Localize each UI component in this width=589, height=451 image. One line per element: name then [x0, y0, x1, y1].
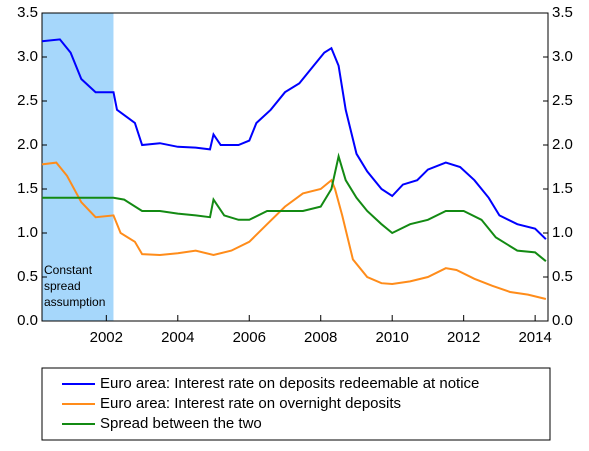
y2-tick-label: 3.0	[552, 48, 573, 65]
y-tick-label: 2.0	[17, 136, 38, 153]
y-tick-label: 3.0	[17, 48, 38, 65]
x-tick-label: 2012	[447, 329, 480, 346]
legend-box	[41, 367, 551, 441]
y2-tick-label: 3.5	[552, 4, 573, 21]
y-tick-label: 0.5	[17, 268, 38, 285]
legend-label: Euro area: Interest rate on deposits red…	[100, 375, 479, 392]
y2-tick-label: 1.0	[552, 224, 573, 241]
y2-tick-label: 0.0	[552, 312, 573, 329]
line-series	[41, 38, 547, 240]
y2-tick-label: 1.5	[552, 180, 573, 197]
x-tick-label: 2014	[518, 329, 551, 346]
shaded-region	[42, 13, 114, 321]
y2-tick-label: 2.0	[552, 136, 573, 153]
x-tick-label: 2004	[161, 329, 194, 346]
y2-tick-label: 0.5	[552, 268, 573, 285]
y2-tick-label: 2.5	[552, 92, 573, 109]
shade-label: assumption	[44, 295, 105, 309]
y-tick-label: 1.5	[17, 180, 38, 197]
y-tick-label: 2.5	[17, 92, 38, 109]
x-tick-label: 2008	[304, 329, 337, 346]
x-tick-label: 2002	[90, 329, 123, 346]
shade-label: Constant	[44, 263, 93, 277]
y-tick-label: 0.0	[17, 312, 38, 329]
legend-label: Euro area: Interest rate on overnight de…	[100, 395, 401, 412]
y-tick-label: 3.5	[17, 4, 38, 21]
x-tick-label: 2006	[233, 329, 266, 346]
line-series	[41, 161, 547, 300]
x-tick-label: 2010	[376, 329, 409, 346]
y-tick-label: 1.0	[17, 224, 38, 241]
line-series	[42, 152, 547, 262]
plot-frame	[41, 12, 549, 322]
legend-label: Spread between the two	[100, 415, 262, 432]
shade-label: spread	[44, 279, 81, 293]
